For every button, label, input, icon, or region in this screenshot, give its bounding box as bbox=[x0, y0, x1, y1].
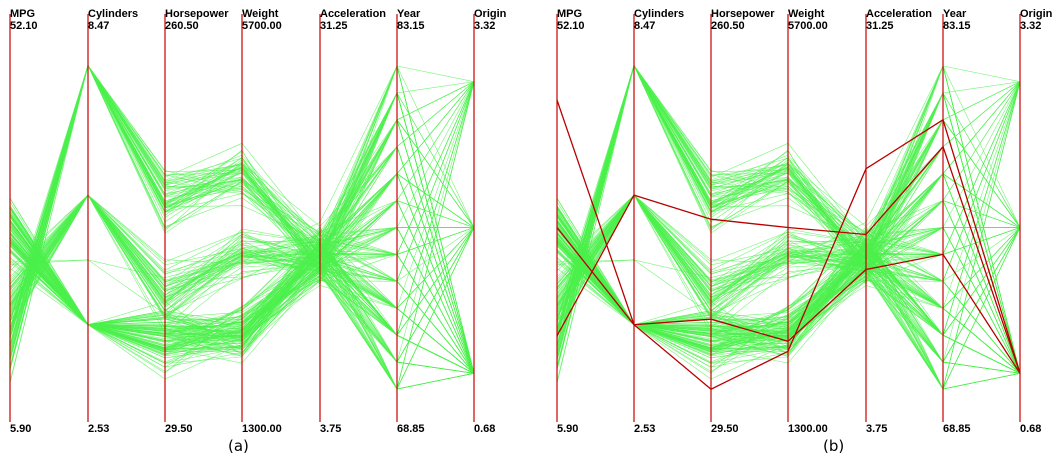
panel-b: MPG52.105.90Cylinders8.472.53Horsepower2… bbox=[556, 8, 1052, 455]
panel-caption: (b) bbox=[823, 437, 844, 455]
axis-max-cylinders: 8.47 bbox=[634, 20, 655, 32]
axis-min-acceleration: 3.75 bbox=[320, 423, 341, 435]
axis-max-acceleration: 31.25 bbox=[866, 20, 894, 32]
axis-title-acceleration: Acceleration bbox=[320, 8, 386, 20]
axis-max-weight: 5700.00 bbox=[788, 20, 828, 32]
axis-max-origin: 3.32 bbox=[474, 20, 495, 32]
axis-min-mpg: 5.90 bbox=[557, 423, 578, 435]
axis-min-year: 68.85 bbox=[397, 423, 425, 435]
axis-title-origin: Origin bbox=[474, 8, 507, 20]
axis-max-mpg: 52.10 bbox=[10, 20, 38, 32]
axis-min-acceleration: 3.75 bbox=[866, 423, 887, 435]
axis-title-weight: Weight bbox=[788, 8, 825, 20]
axis-max-horsepower: 260.50 bbox=[711, 20, 745, 32]
axis-max-horsepower: 260.50 bbox=[165, 20, 199, 32]
axis-title-origin: Origin bbox=[1020, 8, 1052, 20]
axis-min-year: 68.85 bbox=[943, 423, 971, 435]
axis-min-weight: 1300.00 bbox=[788, 423, 828, 435]
axis-title-cylinders: Cylinders bbox=[634, 8, 684, 20]
axis-title-horsepower: Horsepower bbox=[165, 8, 229, 20]
axis-max-cylinders: 8.47 bbox=[88, 20, 109, 32]
panel-a: MPG52.105.90Cylinders8.472.53Horsepower2… bbox=[9, 8, 507, 455]
axis-min-horsepower: 29.50 bbox=[165, 423, 193, 435]
axis-title-mpg: MPG bbox=[557, 8, 582, 20]
axis-min-origin: 0.68 bbox=[1020, 423, 1041, 435]
axis-max-year: 83.15 bbox=[397, 20, 425, 32]
highlighted-polyline bbox=[556, 227, 1021, 374]
axis-max-year: 83.15 bbox=[943, 20, 971, 32]
axis-max-acceleration: 31.25 bbox=[320, 20, 348, 32]
axis-title-acceleration: Acceleration bbox=[866, 8, 932, 20]
axis-min-horsepower: 29.50 bbox=[711, 423, 739, 435]
axis-max-weight: 5700.00 bbox=[242, 20, 282, 32]
axis-min-cylinders: 2.53 bbox=[88, 423, 109, 435]
panel-caption: (a) bbox=[228, 437, 249, 455]
axis-title-year: Year bbox=[397, 8, 421, 20]
axis-title-mpg: MPG bbox=[10, 8, 35, 20]
axis-title-year: Year bbox=[943, 8, 967, 20]
axis-min-origin: 0.68 bbox=[474, 423, 495, 435]
axis-min-weight: 1300.00 bbox=[242, 423, 282, 435]
axis-max-mpg: 52.10 bbox=[557, 20, 585, 32]
axis-min-mpg: 5.90 bbox=[10, 423, 31, 435]
axis-title-weight: Weight bbox=[242, 8, 279, 20]
axis-max-origin: 3.32 bbox=[1020, 20, 1041, 32]
axis-min-cylinders: 2.53 bbox=[634, 423, 655, 435]
axis-title-cylinders: Cylinders bbox=[88, 8, 138, 20]
highlighted-polyline bbox=[556, 145, 1021, 374]
axis-title-horsepower: Horsepower bbox=[711, 8, 775, 20]
